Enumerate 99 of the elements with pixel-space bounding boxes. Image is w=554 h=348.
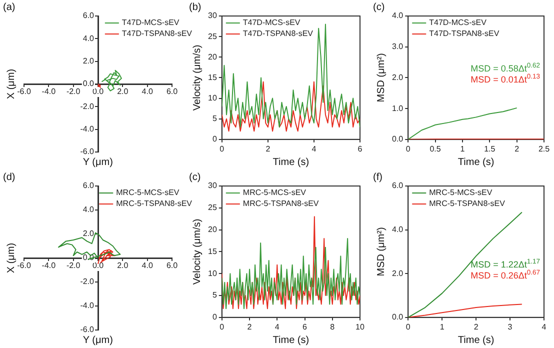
x-tick-label: -6.0 [17,87,32,96]
chart-title: (b) [189,2,202,13]
x-tick-label: 2 [474,322,479,332]
y-axis-title: MSD (μm²) [376,227,387,276]
x-tick-label: 1 [460,144,466,154]
x-axis-title: Y (μm) [82,335,113,346]
x-tick-label: 0 [406,144,411,154]
y-axis-title: X (μm) [6,68,17,100]
y-tick-label: 20 [208,225,218,234]
x-tick-label: 3 [508,322,513,332]
y-tick-label: 0 [212,312,218,322]
y-tick-label: 3.0 [392,42,404,52]
y-tick-label: 0.0 [82,79,95,88]
y-tick-label: 5 [212,290,218,300]
chart-title: (c) [373,2,385,13]
y-tick-label: 6.0 [82,181,95,190]
x-axis-title: Time (s) [458,157,494,168]
y-tick-label: 4.0 [82,205,95,214]
y-tick-label: -4.0 [80,301,95,310]
x-tick-label: -6.0 [17,261,32,270]
x-tick-label: -2.0 [66,87,81,96]
chart-title: (d) [3,172,16,183]
x-tick-label: 2 [514,144,520,154]
y-tick-label: 2.0 [392,268,404,278]
y-tick-label: 2.0 [392,72,404,82]
x-tick-label: 8 [330,322,336,332]
chart-title: (a) [3,2,16,13]
y-tick-label: 15 [208,246,218,256]
y-tick-label: 30 [208,11,218,20]
legend-label: MRC-5-TSPAN8-sEV [242,199,320,208]
x-tick-label: 6.0 [166,261,178,270]
x-tick-label: 6.0 [166,87,178,96]
x-tick-label: 4 [274,322,280,332]
y-tick-label: 0 [212,134,218,144]
y-tick-label: 0.0 [392,134,404,144]
y-tick-label: 0.0 [392,312,404,322]
x-tick-label: 0 [406,322,411,332]
y-tick-label: 15 [208,72,218,82]
y-tick-label: 4.0 [392,11,404,20]
y-tick-label: -2.0 [80,277,95,286]
x-tick-label: -2.0 [66,261,81,270]
x-axis-title: Time (s) [458,335,494,346]
x-tick-label: 2 [266,144,271,154]
x-tick-label: 2.5 [538,144,550,154]
x-tick-label: 4 [542,322,547,332]
x-tick-label: 6 [302,322,308,332]
y-tick-label: 30 [208,181,218,190]
x-axis-title: Y (μm) [82,157,113,168]
y-tick-label: 25 [208,32,218,41]
text: MRC-5-TSPAN8-sEV [116,199,193,208]
legend-label: T47D-MCS-sEV [122,18,180,28]
y-tick-label: 5 [212,114,218,124]
y-tick-label: 10 [208,268,218,278]
x-tick-label: 2 [247,322,252,332]
chart-title: (c) [189,172,201,183]
y-axis-title: Velocity (μm/s) [192,44,203,111]
y-tick-label: -2.0 [80,102,95,111]
legend-label: T47D-MCS-sEV [242,18,301,28]
y-tick-label: 1.0 [392,104,404,113]
y-tick-label: 4.0 [392,225,404,234]
y-tick-label: 2.0 [82,56,95,66]
y-tick-label: 4.0 [82,34,95,43]
x-tick-label: 4 [312,144,317,154]
x-tick-label: 0.0 [92,261,104,270]
x-tick-label: 6 [358,144,363,154]
x-tick-label: 2.0 [117,87,129,96]
legend-label: MRC-5-MCS-sEV [429,188,493,198]
y-tick-label: 25 [208,203,218,212]
x-tick-label: 0.5 [430,144,442,154]
text: MRC-5-MCS-sEV [116,188,180,198]
y-tick-label: 6.0 [82,11,95,20]
x-tick-label: 1.5 [484,144,496,154]
y-tick-label: 10 [208,93,218,102]
x-tick-label: 4.0 [142,261,154,270]
legend-label: MRC-5-MCS-sEV [242,188,307,198]
chart-title: (f) [373,172,382,183]
legend-label: T47D-MCS-sEV [429,18,488,28]
y-axis-title: X (μm) [6,242,17,274]
x-tick-label: 0.0 [92,87,104,96]
y-axis-title: Velocity (μm/s) [192,218,203,285]
x-axis-title: Time (s) [272,335,310,346]
x-tick-label: -4.0 [42,261,56,270]
x-tick-label: 0 [220,322,225,332]
y-tick-label: -4.0 [80,124,95,134]
x-tick-label: 0 [220,144,225,154]
legend-label: T47D-TSPAN8-sEV [242,29,314,38]
x-axis-title: Time (s) [272,157,310,168]
x-tick-label: 1 [440,322,445,332]
x-tick-label: 2.0 [117,261,129,270]
x-tick-label: 10 [356,322,365,332]
legend-label: T47D-TSPAN8-sEV [429,29,500,38]
y-tick-label: 2.0 [82,229,95,238]
x-tick-label: 4.0 [142,87,154,96]
legend-label: T47D-TSPAN8-sEV [122,29,193,38]
y-tick-label: 6.0 [392,181,404,190]
y-tick-label: 20 [208,52,218,62]
y-axis-title: MSD (μm²) [376,53,387,102]
legend-label: MRC-5-TSPAN8-sEV [429,199,506,208]
x-tick-label: -4.0 [42,87,56,96]
